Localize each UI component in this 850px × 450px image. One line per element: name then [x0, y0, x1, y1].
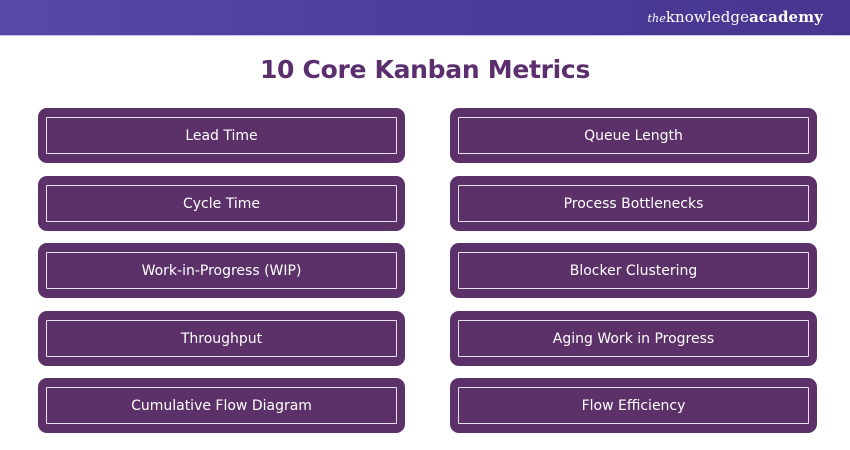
metric-label: Cumulative Flow Diagram [131, 397, 312, 414]
metric-card-process-bottlenecks: Process Bottlenecks [450, 176, 817, 231]
metric-label: Throughput [180, 330, 263, 347]
metric-card-frame: Throughput [46, 320, 397, 357]
brand-suffix: academy [749, 8, 823, 26]
page-title: 10 Core Kanban Metrics [259, 55, 591, 84]
metric-card-frame: Aging Work in Progress [458, 320, 809, 357]
metric-card-flow-efficiency: Flow Efficiency [450, 378, 817, 433]
metric-card-frame: Lead Time [46, 117, 397, 154]
metric-label: Lead Time [185, 127, 258, 144]
metric-label: Process Bottlenecks [563, 195, 704, 212]
metric-card-frame: Cumulative Flow Diagram [46, 387, 397, 424]
metric-label: Flow Efficiency [581, 397, 686, 414]
metric-label: Work-in-Progress (WIP) [141, 262, 302, 279]
metric-card-frame: Process Bottlenecks [458, 185, 809, 222]
metric-card-frame: Blocker Clustering [458, 252, 809, 289]
metric-card-queue-length: Queue Length [450, 108, 817, 163]
metric-card-frame: Work-in-Progress (WIP) [46, 252, 397, 289]
metric-card-lead-time: Lead Time [38, 108, 405, 163]
metric-label: Cycle Time [183, 195, 260, 212]
metric-label: Queue Length [584, 127, 683, 144]
metric-card-frame: Queue Length [458, 117, 809, 154]
header-banner: theknowledgeacademy [0, 0, 850, 36]
metric-card-wip: Work-in-Progress (WIP) [38, 243, 405, 298]
metric-card-cycle-time: Cycle Time [38, 176, 405, 231]
metric-card-frame: Cycle Time [46, 185, 397, 222]
brand-prefix: the [647, 12, 666, 25]
metric-card-aging-wip: Aging Work in Progress [450, 311, 817, 366]
brand-logo: theknowledgeacademy [647, 8, 823, 26]
metric-card-frame: Flow Efficiency [458, 387, 809, 424]
brand-main: knowledge [665, 8, 750, 26]
metric-label: Blocker Clustering [569, 262, 698, 279]
metric-card-blocker-clustering: Blocker Clustering [450, 243, 817, 298]
metric-card-cumulative-flow: Cumulative Flow Diagram [38, 378, 405, 433]
metric-card-throughput: Throughput [38, 311, 405, 366]
metric-label: Aging Work in Progress [552, 330, 715, 347]
